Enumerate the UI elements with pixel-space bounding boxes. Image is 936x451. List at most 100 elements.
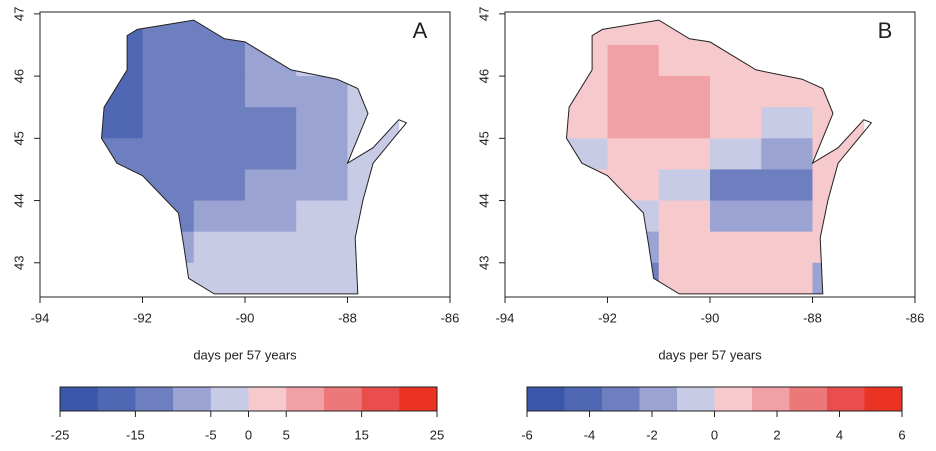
x-tick-label: -92	[133, 310, 152, 325]
state-outline	[565, 19, 873, 295]
map-cell	[607, 76, 660, 108]
colorbar-swatch	[60, 387, 98, 411]
y-tick-label: 44	[476, 193, 491, 207]
map-cell	[142, 107, 195, 139]
map-cell	[245, 262, 297, 294]
map-cell	[710, 138, 762, 170]
colorbar-tick-label: 15	[354, 427, 368, 442]
map-cell	[347, 200, 400, 233]
map-cell	[101, 231, 143, 264]
x-tick-label: -88	[803, 310, 822, 325]
colorbar-swatch	[714, 387, 753, 411]
x-tick-label: -88	[338, 310, 357, 325]
map-cell	[607, 138, 660, 170]
map-cell	[812, 20, 865, 46]
map-cell	[347, 20, 400, 46]
map-cell	[710, 107, 762, 139]
map-cell	[193, 107, 246, 139]
map-cell	[101, 107, 143, 139]
map-cell	[761, 107, 813, 139]
map-cell	[296, 200, 348, 233]
map-cell	[193, 200, 246, 233]
x-tick-label: -94	[31, 310, 50, 325]
map-cell	[658, 138, 711, 170]
colorbar-swatch	[248, 387, 287, 411]
map-cell	[566, 169, 608, 202]
y-tick-label: 46	[11, 69, 26, 83]
map-cell	[761, 138, 813, 170]
map-cell	[245, 76, 297, 108]
map-cell	[607, 44, 660, 77]
colorbar-swatch	[827, 387, 865, 411]
map-cell	[658, 231, 711, 264]
map-cell	[296, 107, 348, 139]
map-cell	[761, 44, 813, 77]
panel-label: A	[413, 18, 428, 43]
colorbar-swatch	[135, 387, 174, 411]
map-cell	[658, 44, 711, 77]
map-cell	[347, 262, 400, 294]
map-cell	[566, 200, 608, 233]
map-cell	[101, 44, 143, 77]
map-cell	[566, 262, 608, 294]
map-cell	[658, 200, 711, 233]
colorbar-tick-label: -15	[126, 427, 145, 442]
x-tick-label: -86	[906, 310, 925, 325]
colorbar-swatch	[361, 387, 400, 411]
map-cell	[296, 231, 348, 264]
colorbar-tick-label: 0	[245, 427, 252, 442]
map-cell	[566, 76, 608, 108]
colorbar-swatch	[210, 387, 249, 411]
map-cell	[296, 76, 348, 108]
y-tick-label: 47	[476, 7, 491, 21]
colorbar-swatch	[639, 387, 678, 411]
map-cell	[566, 138, 608, 170]
map-cell	[245, 44, 297, 77]
map-cell	[101, 20, 143, 46]
map-cell	[658, 76, 711, 108]
map-cell	[245, 169, 297, 202]
map-cell	[710, 44, 762, 77]
colorbar-swatch	[173, 387, 212, 411]
map-cell	[607, 200, 660, 233]
map-cell	[710, 76, 762, 108]
colorbar-swatch	[864, 387, 903, 411]
map-cell	[761, 231, 813, 264]
panel-label: B	[878, 18, 893, 43]
map-cell	[761, 76, 813, 108]
y-tick-label: 44	[11, 193, 26, 207]
x-axis-label: days per 57 years	[658, 347, 762, 362]
colorbar-tick-label: -5	[205, 427, 217, 442]
map-cell	[812, 262, 865, 294]
colorbar-tick-label: 4	[836, 427, 843, 442]
map-cells	[101, 20, 400, 294]
map-cell	[566, 107, 608, 139]
colorbar-tick-label: 25	[430, 427, 444, 442]
map-cell	[347, 76, 400, 108]
map-cell	[710, 262, 762, 294]
map-cell	[101, 262, 143, 294]
y-tick-label: 43	[476, 256, 491, 270]
map-cell	[296, 138, 348, 170]
map-cell	[245, 200, 297, 233]
map-cell	[245, 231, 297, 264]
map-cell	[142, 20, 195, 46]
colorbar-swatch	[399, 387, 438, 411]
map-cell	[142, 169, 195, 202]
colorbar-swatch	[789, 387, 828, 411]
map-cell	[101, 169, 143, 202]
x-tick-label: -92	[598, 310, 617, 325]
map-cells	[566, 20, 865, 294]
map-cell	[296, 44, 348, 77]
map-cell	[566, 231, 608, 264]
map-cell	[658, 169, 711, 202]
map-cell	[347, 107, 400, 139]
map-cell	[607, 20, 660, 46]
y-tick-label: 45	[476, 131, 491, 145]
colorbar-tick-label: 0	[711, 427, 718, 442]
map-cell	[658, 262, 711, 294]
map-cell	[296, 20, 348, 46]
colorbar-swatch	[286, 387, 325, 411]
map-cell	[142, 44, 195, 77]
map-cell	[607, 169, 660, 202]
